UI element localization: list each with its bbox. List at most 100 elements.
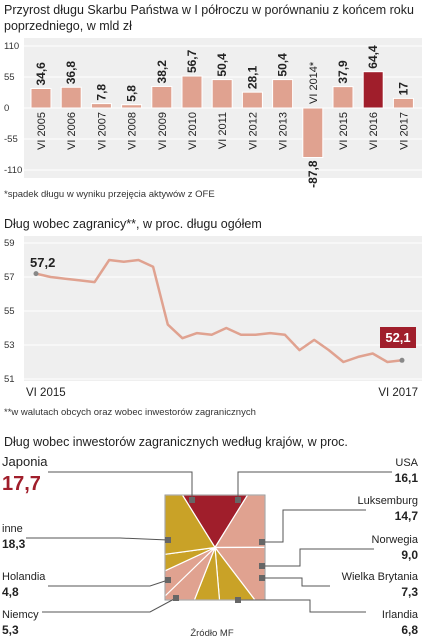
- pie-slice-name: Niemcy: [2, 609, 39, 621]
- bar-value-label: 37,9: [336, 60, 350, 84]
- bar-value-label: 64,4: [366, 45, 380, 69]
- bar-category-label: VI 2013: [278, 112, 290, 150]
- pie-leader-marker: [259, 575, 265, 581]
- chart1-title-line1: Przyrost długu Skarbu Państwa w I półroc…: [4, 3, 414, 17]
- bar: [121, 104, 143, 109]
- chart1-footnote: *spadek długu w wyniku przejęcia aktywów…: [4, 189, 215, 200]
- series-line: [35, 258, 403, 364]
- bar-value-label: 34,6: [34, 62, 48, 86]
- start-value-label: 57,2: [30, 255, 55, 270]
- bar-value-label: -87,8: [306, 160, 320, 188]
- y-tick-label: 55: [4, 72, 15, 83]
- bar: [90, 103, 112, 109]
- pie-slice-name: Irlandia: [382, 609, 419, 621]
- source-note: Źródło MF: [190, 628, 233, 639]
- bar-category-label: VI 2017: [398, 112, 410, 150]
- y-tick-label: 59: [4, 238, 15, 249]
- bar-category-label: VI 2011: [217, 112, 229, 149]
- y-tick-label: 0: [4, 103, 9, 114]
- bar-value-label: 56,7: [185, 49, 199, 73]
- end-point: [399, 357, 405, 363]
- y-tick-label: 51: [4, 374, 15, 385]
- bar: [332, 86, 354, 109]
- y-tick-label: 57: [4, 272, 15, 283]
- pie-leader-marker: [235, 497, 241, 503]
- pie-leader-line: [48, 579, 169, 587]
- bar-value-label: 7,8: [94, 84, 108, 101]
- end-value-box: [380, 327, 416, 348]
- pie-leader-line: [48, 471, 193, 500]
- bar-value-label: 50,4: [276, 53, 290, 77]
- bar-value-label: 17: [396, 82, 410, 96]
- y-tick-label: 110: [4, 41, 19, 52]
- pie-leader-marker: [189, 497, 195, 503]
- pie-slice-value: 5,3: [2, 623, 19, 637]
- bar-value-label: 50,4: [215, 53, 229, 77]
- chart3-title: Dług wobec inwestorów zagranicznych wedł…: [4, 435, 348, 449]
- pie-slice-value: 14,7: [395, 509, 419, 523]
- pie-leader-marker: [165, 577, 171, 583]
- bar: [211, 79, 233, 109]
- x-end-label: VI 2017: [378, 387, 418, 399]
- chart2-panel: [24, 236, 422, 381]
- pie-leader-marker: [259, 539, 265, 545]
- pie-frame: [164, 494, 266, 601]
- y-tick-label: -55: [4, 134, 18, 145]
- bar: [181, 75, 203, 109]
- pie-leader-line: [237, 471, 392, 500]
- pie-slice-name: Norwegia: [372, 534, 419, 546]
- pie-slice-name: inne: [2, 523, 23, 535]
- bar-category-label: VI 2012: [247, 112, 259, 150]
- y-tick-label: 53: [4, 340, 15, 351]
- end-value-label: 52,1: [385, 330, 410, 345]
- bar: [392, 97, 414, 109]
- bar: [30, 87, 52, 109]
- pie-slice-value: 16,1: [395, 471, 419, 485]
- pie-slice-value: 7,3: [401, 585, 418, 599]
- bar-value-label: 28,1: [245, 65, 259, 89]
- bar: [272, 79, 294, 109]
- pie-leader-marker: [235, 597, 241, 603]
- bar-category-label: VI 2016: [368, 112, 380, 150]
- pie-leader-line: [262, 509, 366, 543]
- bar-value-label: 38,2: [155, 60, 169, 84]
- bar: [302, 107, 324, 158]
- bar-category-label: VI 2015: [338, 112, 350, 150]
- pie-slice-name: Holandia: [2, 571, 46, 583]
- chart1-title-line2: poprzedniego, w mld zł: [4, 19, 132, 33]
- bar: [60, 86, 82, 109]
- bar: [241, 91, 263, 109]
- bar-category-label: VI 2006: [66, 112, 78, 150]
- chart2-title: Dług wobec zagranicy**, w proc. długu og…: [4, 217, 262, 231]
- pie-leader-marker: [259, 563, 265, 569]
- pie-slice-name: USA: [395, 457, 418, 469]
- bar-value-label: 5,8: [125, 85, 139, 102]
- pie-slice-value: 18,3: [2, 537, 26, 551]
- pie-slice-value: 4,8: [2, 585, 19, 599]
- pie-slice-name: Luksemburg: [357, 495, 418, 507]
- pie-leader-marker: [173, 595, 179, 601]
- pie-slice-value: 6,8: [401, 623, 418, 637]
- chart2-footnote: **w walutach obcych oraz wobec inwestoró…: [4, 407, 256, 418]
- bar-category-label: VI 2009: [157, 112, 169, 150]
- bar: [151, 85, 173, 109]
- pie-slice-value: 17,7: [2, 473, 41, 495]
- pie-leader-line: [238, 599, 366, 613]
- bar-category-label: VI 2010: [187, 112, 199, 150]
- bar-category-label: VI 2007: [96, 112, 108, 150]
- y-tick-label: 55: [4, 306, 15, 317]
- start-point: [33, 271, 39, 277]
- pie-leader-line: [42, 597, 177, 613]
- pie-leader-marker: [165, 537, 171, 543]
- bar-category-label: VI 2008: [127, 112, 139, 150]
- pie-leader-line: [262, 548, 374, 567]
- bar: [362, 71, 384, 109]
- pie-slice-name: Wielka Brytania: [342, 571, 419, 583]
- y-tick-label: -110: [4, 165, 22, 176]
- x-start-label: VI 2015: [26, 387, 66, 399]
- pie-leader-line: [26, 537, 169, 541]
- pie-slice-value: 9,0: [401, 548, 418, 562]
- bar-category-label: VI 2014*: [308, 61, 320, 104]
- bar-category-label: VI 2005: [36, 112, 48, 150]
